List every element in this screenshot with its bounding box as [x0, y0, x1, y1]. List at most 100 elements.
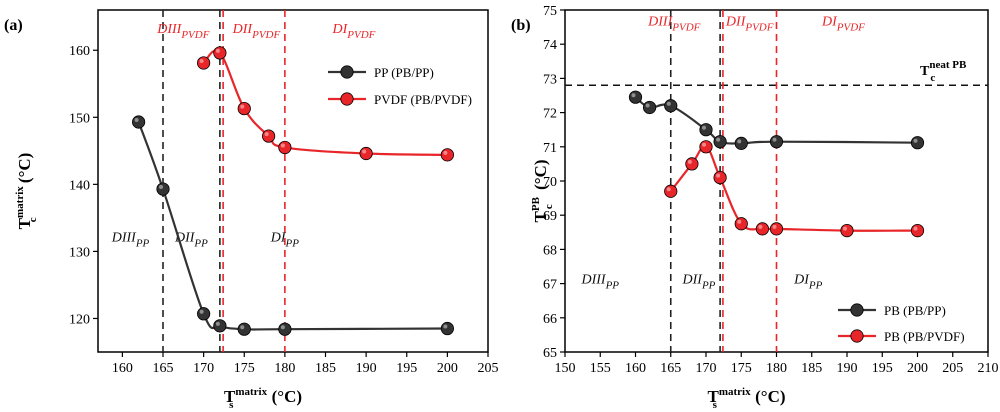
x-tick-label: 155	[590, 361, 611, 376]
data-point-highlight	[772, 224, 777, 229]
data-point	[699, 123, 713, 137]
region-label-sub: PP	[285, 237, 300, 249]
y-axis-title: TPBc (°C)	[530, 160, 555, 223]
x-tick-label: 160	[625, 361, 646, 376]
legend-marker	[340, 65, 354, 79]
legend: PB (PB/PP) PB (PB/PVDF)	[838, 303, 965, 344]
x-axis-title: Tmatrix s (°C)	[224, 386, 302, 411]
y-axis-title-sup: matrix	[14, 186, 26, 218]
data-point-highlight	[199, 309, 204, 314]
data-point	[734, 217, 748, 231]
x-axis-title-sub: s	[713, 399, 718, 411]
data-point	[755, 222, 770, 236]
data-point	[132, 115, 146, 129]
region-label-sub: PP	[135, 237, 150, 249]
y-tick-label: 75	[543, 4, 557, 19]
data-point-highlight	[240, 325, 245, 330]
legend-label: PVDF (PB/PVDF)	[374, 92, 472, 107]
x-axis-title-main: T	[707, 387, 719, 406]
region-label-base: DIII	[111, 230, 137, 245]
y-tick-label: 68	[543, 243, 557, 258]
region-label-sub: PP	[193, 237, 208, 249]
x-tick-label: 185	[315, 361, 336, 376]
data-point-highlight	[215, 48, 220, 53]
legend-marker	[340, 92, 354, 106]
y-tick-label: 160	[69, 44, 90, 59]
reference-line-label: Tneat PB c	[920, 59, 967, 84]
data-point	[642, 100, 657, 115]
data-point-highlight	[215, 321, 220, 326]
region-label-sub: PVDF	[744, 21, 773, 33]
data-point	[197, 307, 211, 321]
x-axis-title: Tmatrix s (°C)	[707, 386, 785, 411]
region-label-sub: PVDF	[836, 21, 865, 33]
region-label-sub: PVDF	[346, 29, 375, 41]
data-point	[278, 322, 292, 336]
x-tick-label: 150	[555, 361, 576, 376]
data-point-highlight	[362, 149, 367, 154]
reference-label-sup: neat PB	[929, 59, 967, 71]
panel-a: 160 165 170 175 180 185 190 195 200 205 120 130 140 1…	[4, 9, 499, 411]
x-tick-label: 195	[396, 361, 417, 376]
x-tick-label: 180	[766, 361, 787, 376]
data-point-highlight	[913, 138, 918, 143]
legend: PP (PB/PP) PVDF (PB/PVDF)	[328, 65, 472, 107]
data-point	[713, 135, 727, 149]
data-point-highlight	[758, 224, 763, 229]
region-label-base: DIII	[156, 22, 182, 37]
region-label-sub: PVDF	[671, 21, 700, 33]
data-point	[734, 136, 748, 150]
y-tick-label: 71	[543, 141, 557, 156]
data-point	[664, 99, 678, 113]
region-label-base: DIII	[580, 273, 606, 288]
x-tick-label: 170	[696, 361, 717, 376]
x-tick-label: 200	[907, 361, 928, 376]
legend-label: PB (PB/PVDF)	[884, 329, 965, 344]
region-label-base: DII	[682, 273, 704, 288]
data-point	[237, 322, 251, 336]
data-point	[699, 140, 713, 154]
region-label-base: DII	[725, 14, 747, 29]
data-point	[910, 223, 925, 238]
y-tick-label: 130	[69, 245, 90, 260]
region-label-base: DIII	[647, 14, 673, 29]
data-point	[213, 319, 227, 333]
y-tick-label: 65	[543, 346, 557, 361]
data-point-highlight	[737, 139, 742, 144]
data-point	[262, 129, 276, 143]
x-tick-label: 195	[872, 361, 893, 376]
region-label: DIIIPP	[580, 273, 619, 292]
y-tick-label: 67	[543, 278, 557, 293]
panel-label: (a)	[4, 17, 23, 34]
x-tick-label: 200	[437, 361, 458, 376]
y-axis-title-unit: (°C)	[531, 160, 550, 195]
x-axis-title-sup: matrix	[235, 386, 267, 398]
x-tick-label: 205	[942, 361, 963, 376]
x-tick-label: 185	[801, 361, 822, 376]
region-label-base: DI	[793, 273, 810, 288]
y-axis-title-group: TPBc (°C)	[530, 160, 555, 223]
region-label-sub: PVDF	[180, 29, 209, 41]
data-point-highlight	[913, 226, 918, 231]
data-point	[628, 90, 643, 104]
region-label-sub: PP	[605, 280, 620, 292]
y-axis-title-main: T	[15, 217, 34, 229]
data-point	[213, 46, 227, 60]
x-tick-label: 190	[356, 361, 377, 376]
data-point-highlight	[737, 219, 742, 224]
x-tick-label: 205	[478, 361, 499, 376]
data-point	[769, 135, 784, 149]
data-point	[910, 136, 925, 150]
x-tick-label: 175	[731, 361, 752, 376]
reference-label-sub: c	[930, 72, 935, 84]
region-label: DIPP	[270, 230, 300, 249]
y-axis-title-sub: c	[543, 204, 555, 209]
legend-marker	[850, 303, 864, 317]
x-axis-title-sub: s	[229, 399, 234, 411]
data-point-highlight	[666, 187, 671, 192]
region-label-base: DI	[821, 14, 838, 29]
region-label: DIIPP	[682, 273, 716, 292]
x-tick-label: 175	[234, 361, 255, 376]
region-label: DIIIPVDF	[156, 22, 209, 41]
region-label: DIPVDF	[821, 14, 865, 33]
